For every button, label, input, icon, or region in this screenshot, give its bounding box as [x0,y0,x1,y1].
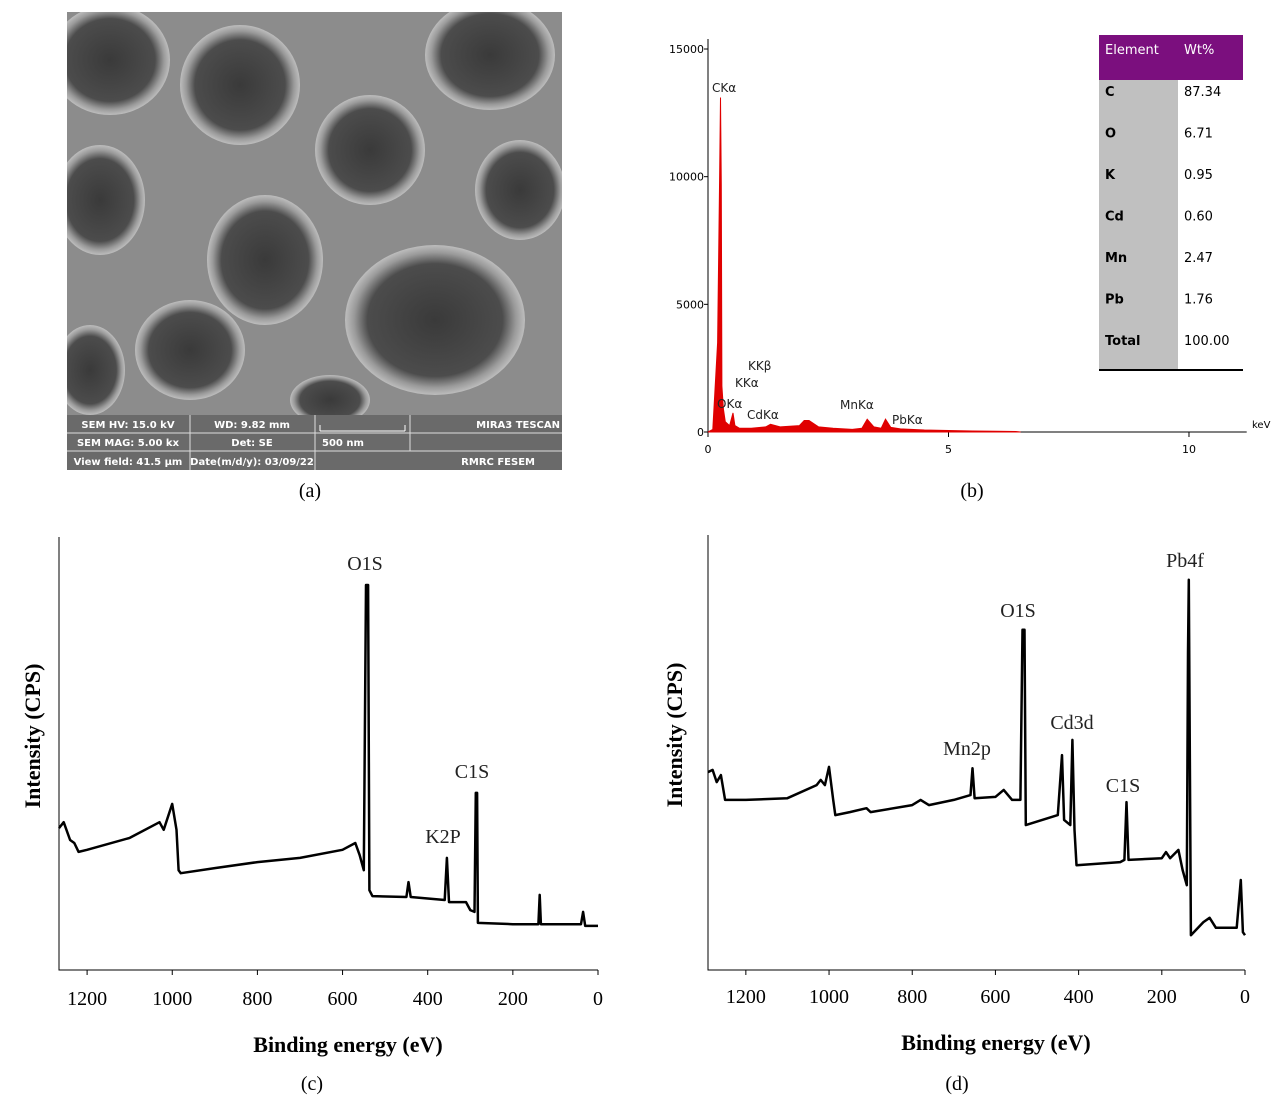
sem-info: WD: 9.82 mm [214,420,290,431]
table-header: Element [1105,43,1159,58]
x-tick-label: 400 [413,988,443,1010]
table-col-bg [1099,80,1178,370]
x-axis-label: Binding energy (eV) [253,1032,442,1057]
sem-info: SEM MAG: 5.00 kx [77,438,180,449]
peak-label: KKα [735,376,759,390]
table-cell: O [1105,127,1116,142]
x-tick-label: 1000 [809,986,849,1008]
table-cell: K [1105,168,1116,183]
peak-label: MnKα [840,398,874,412]
peak-label: Mn2p [943,738,991,760]
table-cell: Pb [1105,293,1124,308]
sem-info: View field: 41.5 μm [74,457,183,468]
y-tick-label: 10000 [669,171,704,184]
peak-label: K2P [425,826,461,848]
peak-label: C1S [1106,775,1140,797]
element-table: Element Wt% C 87.34 O 6.71 K 0.95 Cd 0.60 Mn 2.47 Pb… [1099,35,1243,370]
peak-label: OKα [717,397,742,411]
peak-label: KKβ [748,359,771,373]
table-cell: 0.95 [1184,168,1213,183]
axes-frame [59,537,598,970]
sem-image [50,0,565,425]
peak-label: CdKα [747,408,779,422]
table-cell: 2.47 [1184,251,1213,266]
peak-label: O1S [1000,600,1036,622]
sem-info: SEM HV: 15.0 kV [81,420,174,431]
peak-label: Pb4f [1166,550,1204,572]
caption: (d) [945,1073,968,1095]
table-cell: 6.71 [1184,127,1213,142]
peak-label: C1S [455,761,489,783]
x-tick-label: 0 [705,443,712,456]
y-tick-label: 0 [697,426,704,439]
page: SEM HV: 15.0 kV WD: 9.82 mm MIRA3 TESCAN SE… [0,0,1277,1096]
sem-info: RMRC FESEM [461,457,535,468]
y-tick-label: 5000 [676,298,704,311]
x-tick-label: 800 [242,988,272,1010]
peak-label: Cd3d [1050,712,1093,734]
caption: (a) [299,480,321,502]
x-tick-label: 1200 [67,988,107,1010]
x-tick-label: 200 [498,988,528,1010]
x-tick-label: 1000 [152,988,192,1010]
table-cell: Mn [1105,251,1127,266]
sem-info: MIRA3 TESCAN [476,420,560,431]
chart: 1200 1000 800 600 400 200 0 Binding energy (eV)… [662,535,1250,1095]
x-tick-label: 0 [593,988,603,1010]
caption: (b) [960,480,983,502]
chart: 1200 1000 800 600 400 200 0 Binding energy (eV)… [20,537,603,1095]
table-cell: 87.34 [1184,85,1221,100]
x-tick-label: 10 [1182,443,1196,456]
table-cell: 0.60 [1184,210,1213,225]
x-tick-label: 0 [1240,986,1250,1008]
x-tick-label: 600 [980,986,1010,1008]
sem-info: 500 nm [322,438,364,449]
x-tick-label: 200 [1147,986,1177,1008]
sem-info: Date(m/d/y): 03/09/22 [190,457,314,468]
y-axis-label: Intensity (CPS) [20,664,45,809]
peak-label: O1S [347,553,383,575]
x-tick-label: 400 [1064,986,1094,1008]
x-tick-label: 5 [945,443,952,456]
x-axis-label: Binding energy (eV) [901,1030,1090,1055]
figure: SEM HV: 15.0 kV WD: 9.82 mm MIRA3 TESCAN SE… [0,0,1277,1096]
sem-info: Det: SE [231,438,273,449]
table-cell: 1.76 [1184,293,1213,308]
x-tick-label: 800 [897,986,927,1008]
table-cell: Cd [1105,210,1124,225]
chart: 0 5000 10000 15000 0 5 10 keV CKα KKβ KKα OKα CdKα Mn… [669,35,1271,502]
x-tick-label: 1200 [726,986,766,1008]
table-cell: Total [1105,334,1141,349]
y-axis-label: Intensity (CPS) [662,663,687,808]
table-cell: 100.00 [1184,334,1230,349]
table-header: Wt% [1184,43,1214,58]
spectrum-line [59,585,598,926]
x-tick-label: 600 [328,988,358,1010]
x-axis-label: keV [1252,420,1271,431]
peak-label: PbKα [892,413,923,427]
caption: (c) [301,1073,323,1095]
y-tick-label: 15000 [669,43,704,56]
peak-label: CKα [712,81,736,95]
table-cell: C [1105,85,1115,100]
